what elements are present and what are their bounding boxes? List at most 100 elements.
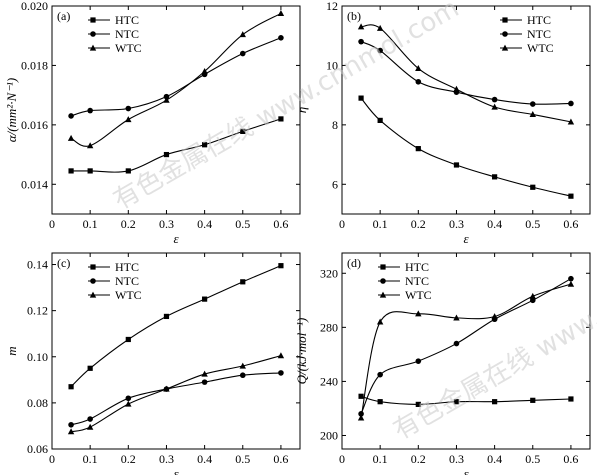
data-point-htc <box>530 397 536 403</box>
chart-panel-d: 0 0.1 0.2 0.3 0.4 0.5 0.6 200 240 280 320 ε Q/(kJ·mo… <box>294 252 591 475</box>
x-tick-label: 0.3 <box>449 217 464 231</box>
data-point-ntc <box>125 395 132 402</box>
data-point-ntc <box>377 47 383 54</box>
legend-label-wtc: WTC <box>115 288 142 302</box>
legend-marker-ntc <box>502 31 508 37</box>
data-point-wtc <box>529 111 536 118</box>
legend-marker-wtc <box>89 291 97 298</box>
x-tick-label: 0.5 <box>235 452 250 466</box>
data-point-ntc <box>68 421 74 428</box>
y-tick-label: 0.016 <box>21 118 48 132</box>
legend-label-ntc: NTC <box>115 27 139 41</box>
legend-label-wtc: WTC <box>405 288 432 302</box>
data-point-wtc <box>415 65 422 71</box>
x-tick-label: 0.5 <box>525 217 540 231</box>
data-point-htc <box>415 146 421 152</box>
data-point-wtc <box>491 103 498 110</box>
data-point-htc <box>163 313 170 320</box>
x-tick-label: 0.6 <box>273 217 288 231</box>
data-point-htc <box>453 162 460 168</box>
legend-marker-htc <box>502 17 508 23</box>
data-point-wtc <box>415 310 422 317</box>
data-point-htc <box>278 263 284 269</box>
x-tick-label: 0.3 <box>159 217 174 231</box>
data-point-ntc <box>453 340 460 347</box>
plot-frame <box>51 252 301 450</box>
y-tick-label: 0.06 <box>27 442 48 456</box>
y-tick-label: 12 <box>326 0 338 13</box>
legend-marker-wtc <box>89 44 97 51</box>
legend-label-wtc: WTC <box>115 41 142 55</box>
y-tick-label: 0.08 <box>27 396 48 410</box>
data-point-htc <box>87 365 93 371</box>
legend-marker-wtc <box>379 291 387 298</box>
series-wtc <box>67 352 285 435</box>
y-tick-label: 240 <box>320 374 338 388</box>
data-point-wtc <box>239 31 246 38</box>
data-point-htc <box>377 117 383 123</box>
data-point-htc <box>358 393 364 399</box>
data-point-wtc <box>86 142 94 149</box>
x-tick-label: 0.2 <box>121 217 136 231</box>
data-point-wtc <box>163 385 170 392</box>
legend-marker-wtc <box>501 44 509 51</box>
legend-label-htc: HTC <box>405 260 429 274</box>
x-tick-label: 0.4 <box>197 217 212 231</box>
data-point-wtc <box>67 428 75 435</box>
data-point-htc <box>125 336 131 343</box>
data-point-htc <box>278 116 284 122</box>
data-point-htc <box>68 168 74 174</box>
data-point-ntc <box>358 38 364 45</box>
data-point-wtc <box>453 85 460 92</box>
legend-label-htc: HTC <box>527 13 551 27</box>
legend-label-ntc: NTC <box>115 274 139 288</box>
data-point-wtc <box>201 67 208 74</box>
data-point-wtc <box>67 134 75 141</box>
data-point-ntc <box>568 100 574 107</box>
data-point-wtc <box>491 313 498 320</box>
data-point-htc <box>240 279 246 285</box>
y-tick-label: 0.10 <box>27 350 48 364</box>
data-point-wtc <box>201 370 208 377</box>
data-point-ntc <box>68 113 74 119</box>
data-point-ntc <box>529 297 536 304</box>
legend-marker-htc <box>380 264 386 270</box>
data-point-htc <box>68 384 74 390</box>
chart-panel-c: 0 0.1 0.2 0.3 0.4 0.5 0.6 0.06 0.08 0.10 0.12 0.14 ε… <box>4 252 301 475</box>
data-point-ntc <box>163 93 170 100</box>
legend-marker-htc <box>90 264 96 270</box>
series-wtc <box>357 280 575 421</box>
data-point-htc <box>202 296 208 302</box>
data-point-htc <box>377 399 383 405</box>
data-point-htc <box>453 399 460 405</box>
data-point-wtc <box>277 10 285 17</box>
legend-marker-ntc <box>90 278 96 284</box>
legend-marker-ntc <box>380 278 386 284</box>
y-tick-label: 280 <box>320 320 338 334</box>
y-tick-label: 6 <box>332 177 338 191</box>
y-tick-label: 0.020 <box>21 0 48 13</box>
x-axis-label: ε <box>463 466 469 475</box>
series-htc <box>68 116 284 174</box>
y-tick-label: 200 <box>320 428 338 442</box>
series-htc <box>358 393 574 407</box>
x-tick-label: 0.4 <box>487 452 502 466</box>
data-point-ntc <box>529 101 536 107</box>
y-axis-label: m <box>4 346 19 355</box>
x-tick-label: 0 <box>339 217 345 231</box>
data-point-ntc <box>377 371 383 378</box>
data-point-htc <box>530 184 536 190</box>
series-wtc <box>67 10 285 149</box>
data-point-htc <box>492 174 498 180</box>
data-point-wtc <box>125 116 132 123</box>
data-point-ntc <box>87 416 93 422</box>
plot-frame <box>341 252 591 450</box>
panel-tag: (d) <box>347 256 361 270</box>
x-axis-label: ε <box>173 466 179 475</box>
y-tick-label: 0.12 <box>27 304 48 318</box>
legend-label-ntc: NTC <box>527 27 551 41</box>
